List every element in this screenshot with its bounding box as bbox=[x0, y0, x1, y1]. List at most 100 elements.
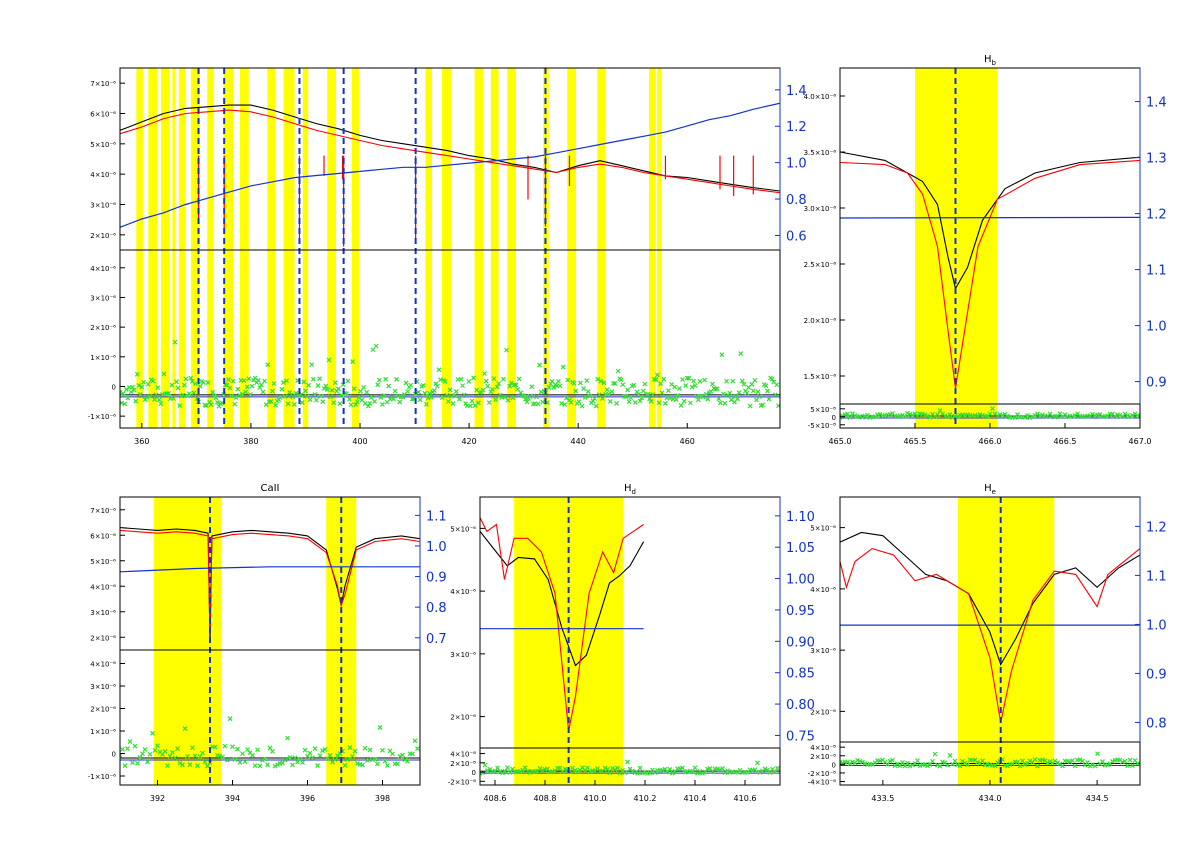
residual-mark-360 bbox=[683, 383, 689, 388]
residual-mark-16 bbox=[517, 769, 523, 775]
top-ytick-label-3: 5×10⁻⁶ bbox=[810, 525, 836, 533]
residual-mark-6 bbox=[132, 743, 138, 749]
residual-mark-168 bbox=[381, 393, 387, 399]
residual-mark-24 bbox=[177, 760, 183, 766]
residual-mark-15 bbox=[141, 379, 146, 385]
residual-mark-103 bbox=[375, 761, 380, 767]
residual-mark-52 bbox=[607, 770, 613, 776]
residual-mark-301 bbox=[590, 398, 596, 404]
bot-ytick-label-4: 4×10⁻⁸ bbox=[810, 744, 836, 752]
residual-mark-57 bbox=[260, 757, 265, 763]
top-ytick-label-2: 4×10⁻⁶ bbox=[810, 586, 836, 594]
residual-mark-225 bbox=[471, 375, 476, 381]
panel-title-sub: d bbox=[632, 488, 636, 496]
band-22 bbox=[649, 68, 656, 428]
residual-mark-251 bbox=[512, 382, 517, 388]
band-23 bbox=[657, 68, 662, 428]
residual-mark-36 bbox=[174, 379, 179, 385]
residual-mark-20 bbox=[527, 769, 533, 775]
series-observed bbox=[480, 531, 645, 667]
residual-mark-115 bbox=[1125, 763, 1130, 769]
residual-mark-63 bbox=[635, 770, 640, 776]
residual-mark-157 bbox=[364, 389, 370, 395]
right-ytick-label-2: 0.9 bbox=[426, 571, 447, 586]
band-4 bbox=[178, 68, 186, 428]
residual-mark-33 bbox=[169, 382, 175, 388]
residual-mark-2 bbox=[482, 762, 488, 768]
residual-mark-66 bbox=[282, 757, 288, 763]
residual-mark-53 bbox=[200, 380, 206, 385]
residual-mark-69 bbox=[226, 377, 231, 383]
series-observed bbox=[120, 527, 420, 642]
bot-ytick-label-2: 0 bbox=[832, 761, 836, 769]
residual-mark-107 bbox=[1105, 762, 1110, 768]
residual-mark-122 bbox=[309, 362, 315, 368]
residual-mark-210 bbox=[447, 387, 453, 393]
residual-mark-327 bbox=[631, 382, 637, 388]
residual-mark-344 bbox=[658, 381, 663, 387]
residual-mark-169 bbox=[383, 376, 388, 382]
residual-mark-31 bbox=[166, 390, 172, 396]
residual-mark-203 bbox=[436, 367, 442, 373]
residual-mark-234 bbox=[485, 383, 491, 389]
bot-ytick-label-3: 2×10⁻⁶ bbox=[90, 706, 116, 714]
residual-mark-119 bbox=[775, 765, 780, 771]
residual-mark-65 bbox=[1000, 412, 1005, 418]
band-12 bbox=[327, 68, 336, 428]
residual-mark-19 bbox=[525, 768, 530, 774]
panel-title: Hb bbox=[984, 54, 997, 67]
residual-mark-58 bbox=[262, 756, 268, 762]
residual-mark-257 bbox=[521, 393, 527, 399]
residual-mark-94 bbox=[1072, 763, 1078, 769]
residual-mark-8 bbox=[130, 384, 135, 390]
band-9 bbox=[267, 68, 276, 428]
residual-mark-346 bbox=[661, 376, 667, 382]
right-ytick-label-4: 0.95 bbox=[786, 604, 815, 619]
panel-title-sub: b bbox=[992, 59, 997, 67]
residual-mark-331 bbox=[637, 398, 643, 404]
residual-mark-417 bbox=[772, 392, 778, 398]
bot-ytick-label-2: 1×10⁻⁶ bbox=[90, 354, 116, 362]
residual-mark-34 bbox=[171, 396, 176, 401]
residual-mark-358 bbox=[680, 377, 685, 382]
residual-mark-404 bbox=[752, 377, 758, 383]
residual-mark-84 bbox=[327, 752, 333, 758]
residual-mark-191 bbox=[417, 397, 423, 403]
residual-mark-97 bbox=[360, 762, 365, 768]
residual-mark-10 bbox=[862, 760, 868, 766]
residual-mark-6 bbox=[852, 413, 858, 418]
residual-mark-66 bbox=[642, 769, 648, 775]
residual-mark-78 bbox=[240, 391, 245, 397]
residual-mark-292 bbox=[576, 399, 582, 405]
residual-mark-3 bbox=[485, 768, 490, 773]
residual-mark-259 bbox=[524, 399, 530, 405]
residual-mark-33 bbox=[200, 750, 205, 756]
residual-mark-59 bbox=[625, 759, 630, 765]
residual-mark-57 bbox=[980, 758, 985, 764]
residual-mark-249 bbox=[508, 380, 514, 386]
residual-mark-44 bbox=[947, 752, 953, 758]
residual-mark-38 bbox=[932, 751, 938, 757]
top-ytick-label-1: 3×10⁻⁶ bbox=[450, 651, 476, 659]
xtick-label-1: 434.0 bbox=[979, 794, 1002, 803]
residual-mark-232 bbox=[482, 371, 487, 376]
residual-mark-366 bbox=[692, 383, 698, 389]
residual-mark-63 bbox=[995, 413, 1000, 419]
band-24 bbox=[867, 68, 876, 428]
residual-mark-44 bbox=[587, 769, 593, 775]
residual-mark-56 bbox=[257, 763, 263, 769]
residual-mark-222 bbox=[466, 379, 472, 384]
residual-mark-150 bbox=[353, 402, 359, 408]
right-ytick-label-4: 1.3 bbox=[1146, 152, 1167, 167]
residual-mark-104 bbox=[377, 724, 383, 730]
bot-ytick-label-0: -1×10⁻⁶ bbox=[88, 413, 116, 421]
xtick-label-2: 466.0 bbox=[979, 437, 1002, 446]
residual-mark-74 bbox=[1022, 762, 1028, 767]
residual-mark-374 bbox=[705, 396, 711, 402]
residual-mark-72 bbox=[1017, 763, 1023, 769]
panel-title: Hd bbox=[624, 483, 636, 496]
residual-mark-406 bbox=[755, 389, 761, 395]
residual-mark-2 bbox=[120, 391, 126, 397]
residual-mark-280 bbox=[557, 383, 563, 389]
residual-mark-13 bbox=[138, 391, 143, 397]
